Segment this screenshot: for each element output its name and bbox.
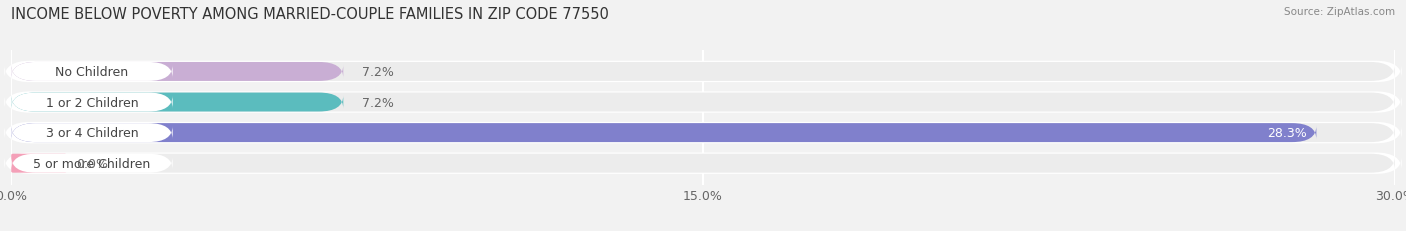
- FancyBboxPatch shape: [11, 93, 343, 112]
- FancyBboxPatch shape: [4, 61, 1402, 83]
- Text: INCOME BELOW POVERTY AMONG MARRIED-COUPLE FAMILIES IN ZIP CODE 77550: INCOME BELOW POVERTY AMONG MARRIED-COUPL…: [11, 7, 609, 22]
- FancyBboxPatch shape: [11, 63, 343, 82]
- FancyBboxPatch shape: [11, 63, 173, 82]
- FancyBboxPatch shape: [11, 124, 173, 143]
- Text: 7.2%: 7.2%: [361, 66, 394, 79]
- Text: 0.0%: 0.0%: [76, 157, 108, 170]
- FancyBboxPatch shape: [11, 93, 173, 112]
- FancyBboxPatch shape: [4, 153, 1402, 174]
- Text: 28.3%: 28.3%: [1267, 127, 1308, 140]
- FancyBboxPatch shape: [11, 154, 66, 173]
- Text: 1 or 2 Children: 1 or 2 Children: [45, 96, 138, 109]
- FancyBboxPatch shape: [4, 122, 1402, 144]
- Text: 7.2%: 7.2%: [361, 96, 394, 109]
- FancyBboxPatch shape: [11, 93, 1395, 112]
- FancyBboxPatch shape: [11, 124, 1395, 143]
- Text: 3 or 4 Children: 3 or 4 Children: [45, 127, 138, 140]
- Text: 5 or more Children: 5 or more Children: [34, 157, 150, 170]
- Text: No Children: No Children: [55, 66, 128, 79]
- FancyBboxPatch shape: [11, 63, 1395, 82]
- FancyBboxPatch shape: [4, 92, 1402, 113]
- FancyBboxPatch shape: [11, 124, 1316, 143]
- FancyBboxPatch shape: [11, 154, 173, 173]
- Text: Source: ZipAtlas.com: Source: ZipAtlas.com: [1284, 7, 1395, 17]
- FancyBboxPatch shape: [11, 154, 1395, 173]
